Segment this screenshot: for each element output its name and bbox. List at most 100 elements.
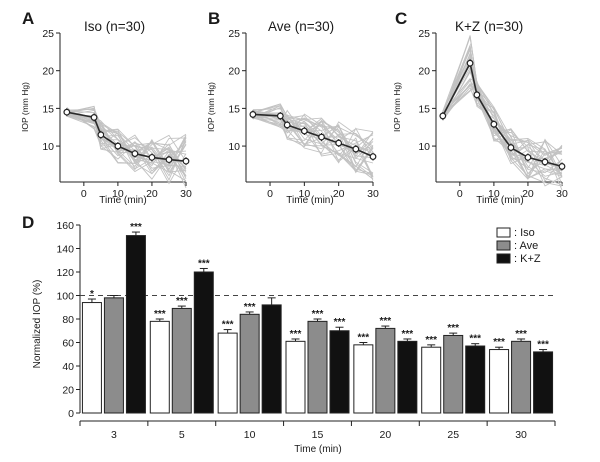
panel-d-bar-0-1 [149,320,170,414]
panel-a-mean-point-0 [63,108,71,116]
panel-c-ytick-label-3: 25 [418,28,430,40]
panel-d-bar-1-1 [171,307,192,414]
panel-d-ytick-label-3: 60 [62,338,74,350]
legend: : Iso: Ave: K+Z [496,227,541,265]
panel-a-ylabel: IOP (mm Hg) [20,82,30,132]
panel-d-significance-0-2: *** [222,320,234,331]
panel-b-ylabel: IOP (mm Hg) [206,82,216,132]
panel-d-ytick-label-5: 100 [56,291,74,303]
panel-d-bar-0-2 [217,332,238,414]
panel-d-bar-2-3 [329,330,350,414]
panel-b-mean-point-0 [249,111,257,118]
panel-a-individual-trace-27 [66,107,187,171]
panel-d-bar-1-4 [375,327,396,414]
panel-b-mean-point-1 [276,112,284,120]
panel-d-significance-0-3: *** [290,329,302,340]
panel-b-plot: 10 15 20 25 0 10 20 30 [228,28,379,200]
panel-d-significance-2-6: *** [537,340,549,351]
panel-c-individual-trace-26 [442,81,563,161]
panel-b-individual-trace-20 [252,115,374,164]
panel-a-plot: 10 15 20 25 0 10 20 30 [42,28,192,200]
panel-d-bar-1-6 [511,340,532,414]
panel-b-mean-point-3 [300,127,308,135]
panel-d-significance-1-5: *** [447,323,459,334]
panel-b-letter: B [208,9,220,28]
panel-b-mean-point-7 [369,153,377,161]
panel-b-ytick-label-2: 20 [228,66,240,78]
panel-a-mean-point-2 [97,131,105,139]
panel-a-mean-point-6 [165,156,173,164]
panel-c-mean-point-5 [524,153,532,161]
panel-c-ylabel: IOP (mm Hg) [392,82,402,132]
panel-c-ytick-label-2: 20 [418,66,430,78]
panel-b-mean-point-2 [283,121,291,129]
legend-swatch-1 [496,240,511,251]
panel-c-individual-trace-10 [442,77,563,156]
panel-a-xtick-label-3: 30 [180,188,192,200]
panel-a-xlabel: Time (min) [99,195,146,206]
panel-c-letter: C [395,9,407,28]
panel-d-bar-0-0 [81,302,102,414]
panel-a-xtick-label-0: 0 [81,188,87,200]
panel-d-xtick-label-2: 10 [244,429,256,441]
panel-d-significance-0-1: *** [154,309,166,320]
panel-d-xtick-label-4: 20 [380,429,392,441]
panel-d-bar-0-6 [489,349,510,414]
panel-d-bar-0-4 [353,344,374,414]
panel-d-bar-2-2 [261,304,282,414]
panel-d-significance-1-6: *** [515,329,527,340]
panel-d-xtick-label-5: 25 [447,429,459,441]
panel-d-significance-2-0: *** [130,222,142,233]
panel-b-xlabel: Time (min) [286,195,333,206]
panel-d-significance-1-2: *** [244,302,256,313]
panel-d-bar-0-5 [421,346,442,414]
legend-label-2: : K+Z [514,253,541,265]
panel-a-mean-point-4 [131,150,139,158]
panel-a-xtick-label-1: 10 [112,188,124,200]
panel-d-bar-2-4 [397,340,418,414]
panel-a-mean-point-1 [90,114,98,121]
panel-d-ytick-label-0: 0 [68,408,74,420]
panel-d-plot: 0204060801001201401603****5*********10**… [56,220,556,441]
panel-c-plot: 10 15 20 25 0 10 20 30 [418,28,568,200]
panel-d-bar-2-1 [193,271,214,414]
panel-d-xtick-label-0: 3 [111,429,117,441]
panel-b-xtick-label-0: 0 [267,188,273,200]
panel-d-ytick-label-2: 40 [62,361,74,373]
panel-c-mean-point-7 [558,163,566,170]
panel-d-significance-0-0: * [90,289,94,300]
panel-c-ytick-label-1: 15 [418,103,430,115]
panel-d-significance-0-5: *** [425,335,437,346]
legend-swatch-2 [496,253,511,264]
panel-d-bar-2-6 [533,351,554,414]
panel-b-mean-point-4 [318,133,325,141]
panel-d-xtick-label-3: 15 [312,429,324,441]
panel-d-ylabel: Normalized IOP (%) [32,280,43,369]
panel-b-ytick-label-0: 10 [228,141,240,153]
panel-d-xtick-label-6: 30 [515,429,527,441]
panel-c-ytick-label-0: 10 [418,141,430,153]
legend-label-0: : Iso [514,227,535,239]
panel-d-significance-2-1: *** [198,258,210,269]
panel-c-individual-trace-22 [442,51,563,191]
panel-d-bar-2-5 [465,345,486,414]
panel-c-mean-point-3 [490,120,498,128]
panel-a-letter: A [22,9,34,28]
panel-a-mean-point-7 [182,157,190,165]
panel-c-xtick-label-3: 30 [556,188,568,200]
panel-d-letter: D [22,213,34,232]
panel-d-significance-0-4: *** [358,333,370,344]
panel-b-ytick-label-1: 15 [228,103,240,115]
panel-c-individual-trace-8 [442,47,563,177]
panel-c-xlabel: Time (min) [476,195,523,206]
panel-c-mean-point-2 [473,91,481,99]
panel-b-xtick-label-2: 20 [333,188,345,200]
legend-swatch-0 [496,227,511,238]
panel-a-mean-point-3 [114,142,122,150]
panel-a-ytick-label-1: 15 [42,103,54,115]
panel-d-bar-0-3 [285,340,306,414]
panel-c-mean-point-0 [439,112,447,120]
